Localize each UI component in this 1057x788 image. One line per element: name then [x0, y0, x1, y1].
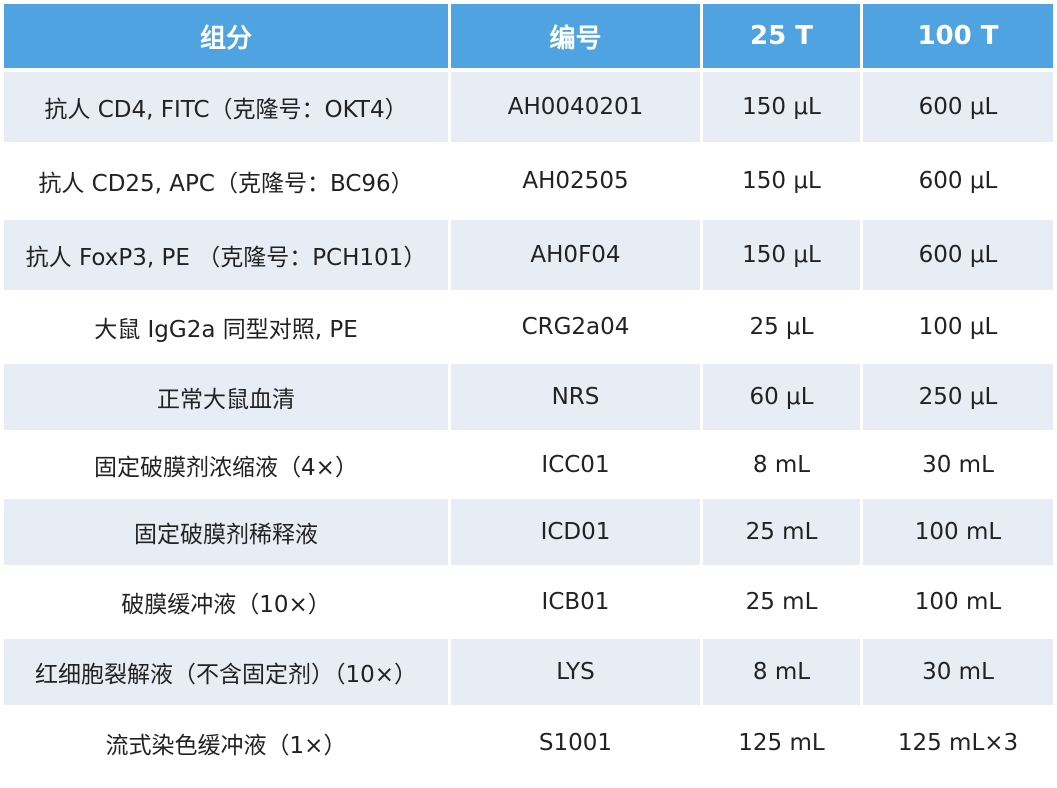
cell-100t: 125 mL×3 — [863, 709, 1053, 777]
table-row: 固定破膜剂浓缩液（4×） ICC01 8 mL 30 mL — [4, 434, 1053, 495]
table-row: 破膜缓冲液（10×） ICB01 25 mL 100 mL — [4, 569, 1053, 635]
cell-component: 破膜缓冲液（10×） — [4, 569, 448, 635]
cell-component: 大鼠 IgG2a 同型对照, PE — [4, 294, 448, 360]
cell-25t: 8 mL — [703, 639, 860, 705]
table-row: 流式染色缓冲液（1×） S1001 125 mL 125 mL×3 — [4, 709, 1053, 777]
cell-component: 固定破膜剂浓缩液（4×） — [4, 434, 448, 495]
table-row: 抗人 CD4, FITC（克隆号：OKT4） AH0040201 150 μL … — [4, 72, 1053, 142]
cell-100t: 600 μL — [863, 72, 1053, 142]
cell-component: 正常大鼠血清 — [4, 364, 448, 430]
cell-code: ICB01 — [451, 569, 700, 635]
cell-code: CRG2a04 — [451, 294, 700, 360]
cell-code: S1001 — [451, 709, 700, 777]
table-row: 红细胞裂解液（不含固定剂）（10×） LYS 8 mL 30 mL — [4, 639, 1053, 705]
header-code: 编号 — [451, 4, 700, 68]
cell-25t: 150 μL — [703, 72, 860, 142]
cell-100t: 250 μL — [863, 364, 1053, 430]
cell-25t: 150 μL — [703, 146, 860, 216]
cell-25t: 25 mL — [703, 499, 860, 565]
table-row: 抗人 FoxP3, PE （克隆号：PCH101） AH0F04 150 μL … — [4, 220, 1053, 290]
cell-component: 抗人 FoxP3, PE （克隆号：PCH101） — [4, 220, 448, 290]
cell-code: AH02505 — [451, 146, 700, 216]
cell-100t: 30 mL — [863, 434, 1053, 495]
cell-25t: 150 μL — [703, 220, 860, 290]
cell-100t: 30 mL — [863, 639, 1053, 705]
cell-component: 抗人 CD4, FITC（克隆号：OKT4） — [4, 72, 448, 142]
cell-component: 抗人 CD25, APC（克隆号：BC96） — [4, 146, 448, 216]
cell-code: AH0F04 — [451, 220, 700, 290]
cell-code: NRS — [451, 364, 700, 430]
cell-25t: 25 μL — [703, 294, 860, 360]
header-component: 组分 — [4, 4, 448, 68]
cell-100t: 100 μL — [863, 294, 1053, 360]
cell-code: LYS — [451, 639, 700, 705]
header-25t: 25 T — [703, 4, 860, 68]
cell-100t: 600 μL — [863, 220, 1053, 290]
cell-25t: 60 μL — [703, 364, 860, 430]
cell-component: 红细胞裂解液（不含固定剂）（10×） — [4, 639, 448, 705]
cell-100t: 100 mL — [863, 569, 1053, 635]
cell-component: 固定破膜剂稀释液 — [4, 499, 448, 565]
cell-100t: 100 mL — [863, 499, 1053, 565]
cell-25t: 125 mL — [703, 709, 860, 777]
cell-code: ICC01 — [451, 434, 700, 495]
header-row: 组分 编号 25 T 100 T — [4, 4, 1053, 68]
cell-100t: 600 μL — [863, 146, 1053, 216]
cell-code: ICD01 — [451, 499, 700, 565]
reagent-table-container: 组分 编号 25 T 100 T 抗人 CD4, FITC（克隆号：OKT4） … — [4, 4, 1053, 781]
cell-25t: 25 mL — [703, 569, 860, 635]
table-row: 抗人 CD25, APC（克隆号：BC96） AH02505 150 μL 60… — [4, 146, 1053, 216]
cell-25t: 8 mL — [703, 434, 860, 495]
header-100t: 100 T — [863, 4, 1053, 68]
table-row: 大鼠 IgG2a 同型对照, PE CRG2a04 25 μL 100 μL — [4, 294, 1053, 360]
cell-component: 流式染色缓冲液（1×） — [4, 709, 448, 777]
cell-code: AH0040201 — [451, 72, 700, 142]
table-row: 固定破膜剂稀释液 ICD01 25 mL 100 mL — [4, 499, 1053, 565]
table-row: 正常大鼠血清 NRS 60 μL 250 μL — [4, 364, 1053, 430]
